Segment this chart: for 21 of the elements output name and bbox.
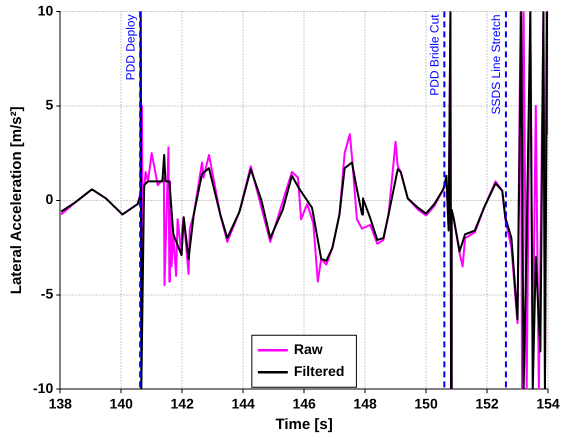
y-tick-label: -5: [40, 286, 54, 302]
x-tick-label: 152: [475, 395, 499, 412]
x-tick-label: 146: [292, 395, 316, 412]
legend-label: Raw: [294, 341, 323, 358]
y-tick-label: 5: [45, 96, 54, 113]
x-tick-label: 138: [48, 395, 72, 412]
x-tick-label: 144: [231, 395, 256, 412]
y-tick-label: 0: [45, 191, 54, 208]
x-tick-label: 150: [414, 395, 438, 412]
y-tick-label: 10: [38, 2, 54, 18]
x-tick-label: 142: [170, 395, 194, 412]
x-tick-label: 148: [353, 395, 377, 412]
ref-line-label: PDD Deploy: [123, 14, 138, 80]
y-tick-label: -10: [33, 380, 54, 396]
x-axis-title: Time [s]: [275, 416, 333, 434]
y-axis-title: Lateral Acceleration [m/s²]: [8, 106, 26, 294]
legend-label: Filtered: [294, 363, 344, 380]
ref-line-label: SSDS Line Stretch: [489, 14, 504, 114]
x-tick-label: 140: [110, 395, 134, 412]
x-tick-label: 154: [536, 395, 560, 412]
ref-line-label: PDD Bridle Cut: [428, 14, 442, 96]
